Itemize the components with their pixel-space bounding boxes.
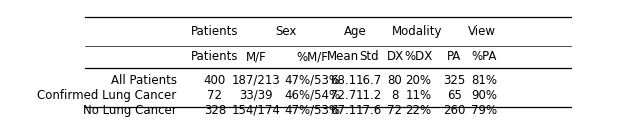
Text: 20%: 20% [405, 74, 431, 87]
Text: 72: 72 [387, 104, 403, 117]
Text: Mean: Mean [327, 50, 359, 63]
Text: 90%: 90% [471, 89, 497, 102]
Text: 79%: 79% [471, 104, 497, 117]
Text: All Patients: All Patients [111, 74, 177, 87]
Text: 81%: 81% [471, 74, 497, 87]
Text: 33/39: 33/39 [239, 89, 273, 102]
Text: 11%: 11% [405, 89, 431, 102]
Text: Age: Age [344, 25, 367, 38]
Text: 80: 80 [388, 74, 403, 87]
Text: 47%/53%: 47%/53% [284, 104, 340, 117]
Text: 325: 325 [444, 74, 466, 87]
Text: Std: Std [359, 50, 378, 63]
Text: 17.6: 17.6 [356, 104, 382, 117]
Text: %M/F: %M/F [296, 50, 328, 63]
Text: DX: DX [387, 50, 404, 63]
Text: PA: PA [447, 50, 461, 63]
Text: 72: 72 [207, 89, 223, 102]
Text: M/F: M/F [246, 50, 266, 63]
Text: 67.1: 67.1 [330, 104, 356, 117]
Text: View: View [468, 25, 496, 38]
Text: No Lung Cancer: No Lung Cancer [83, 104, 177, 117]
Text: Sex: Sex [275, 25, 296, 38]
Text: 65: 65 [447, 89, 462, 102]
Text: 154/174: 154/174 [232, 104, 280, 117]
Text: Patients: Patients [191, 50, 239, 63]
Text: 72.7: 72.7 [330, 89, 356, 102]
Text: 68.1: 68.1 [330, 74, 356, 87]
Text: 22%: 22% [405, 104, 431, 117]
Text: Patients: Patients [191, 25, 239, 38]
Text: 47%/53%: 47%/53% [284, 74, 340, 87]
Text: %PA: %PA [472, 50, 497, 63]
Text: 16.7: 16.7 [356, 74, 382, 87]
Text: Confirmed Lung Cancer: Confirmed Lung Cancer [38, 89, 177, 102]
Text: Modality: Modality [392, 25, 442, 38]
Text: 8: 8 [391, 89, 399, 102]
Text: 328: 328 [204, 104, 226, 117]
Text: %DX: %DX [404, 50, 433, 63]
Text: 11.2: 11.2 [356, 89, 382, 102]
Text: 46%/54%: 46%/54% [284, 89, 340, 102]
Text: 187/213: 187/213 [232, 74, 280, 87]
Text: 260: 260 [444, 104, 466, 117]
Text: 400: 400 [204, 74, 226, 87]
